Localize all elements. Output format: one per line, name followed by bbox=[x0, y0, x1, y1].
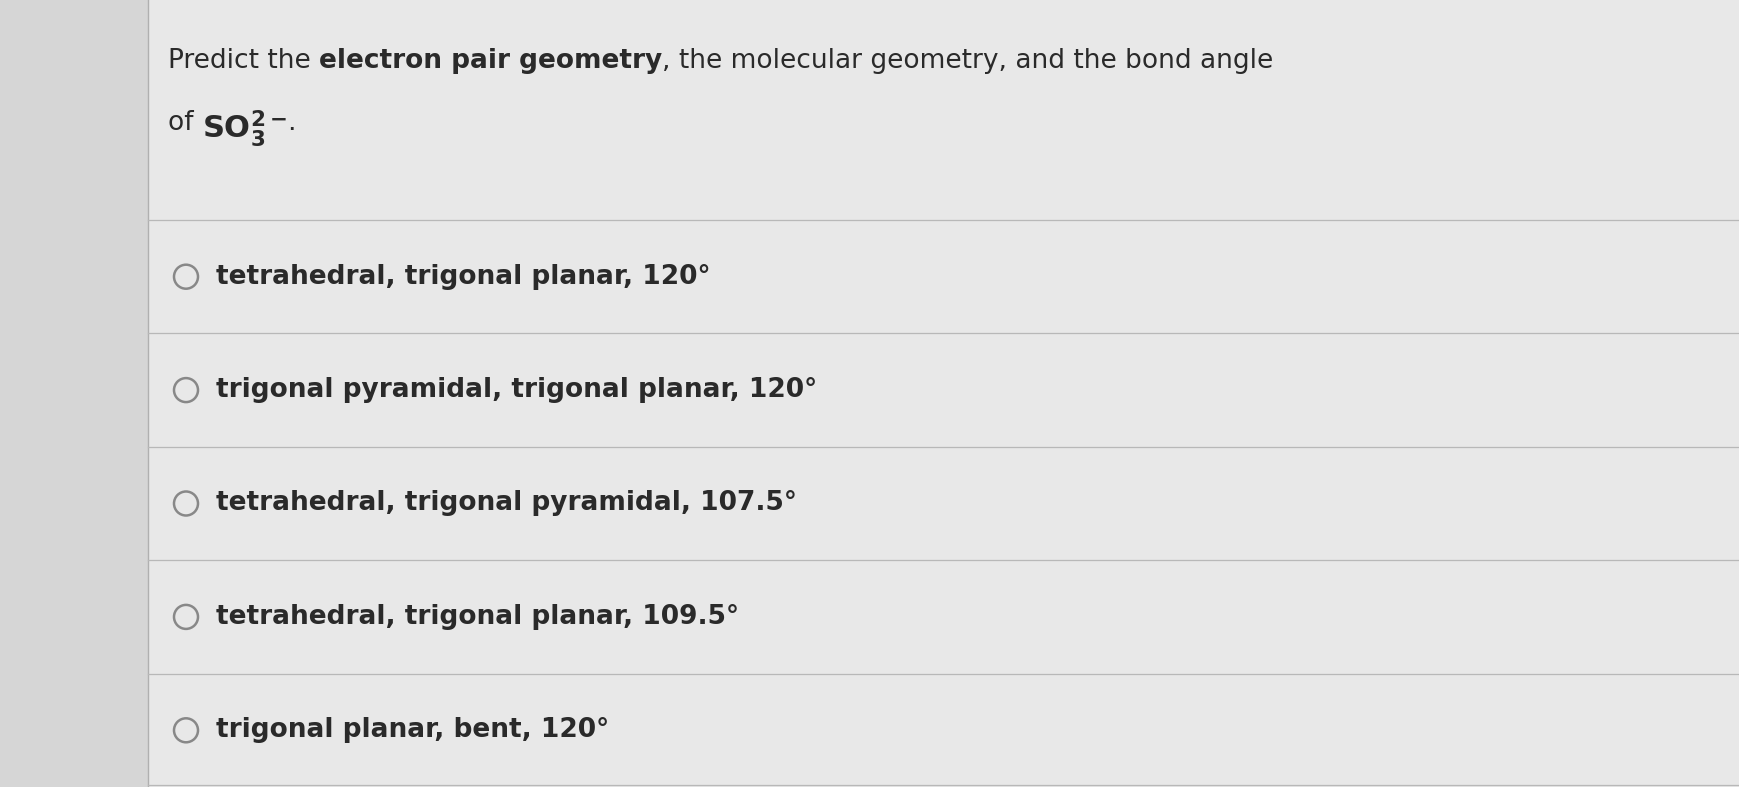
Text: trigonal pyramidal, trigonal planar, 120°: trigonal pyramidal, trigonal planar, 120… bbox=[216, 377, 817, 403]
Text: of: of bbox=[169, 110, 202, 136]
Text: electron pair geometry: electron pair geometry bbox=[318, 48, 663, 74]
Text: tetrahedral, trigonal planar, 120°: tetrahedral, trigonal planar, 120° bbox=[216, 264, 710, 290]
Text: tetrahedral, trigonal pyramidal, 107.5°: tetrahedral, trigonal pyramidal, 107.5° bbox=[216, 490, 796, 516]
Text: tetrahedral, trigonal planar, 109.5°: tetrahedral, trigonal planar, 109.5° bbox=[216, 604, 739, 630]
Text: trigonal planar, bent, 120°: trigonal planar, bent, 120° bbox=[216, 717, 609, 743]
Text: .: . bbox=[287, 110, 296, 136]
Text: $\mathit{\mathbf{SO_3^{2-}}}$: $\mathit{\mathbf{SO_3^{2-}}}$ bbox=[202, 108, 287, 149]
Text: , the molecular geometry, and the bond angle: , the molecular geometry, and the bond a… bbox=[663, 48, 1273, 74]
Text: Predict the: Predict the bbox=[169, 48, 318, 74]
